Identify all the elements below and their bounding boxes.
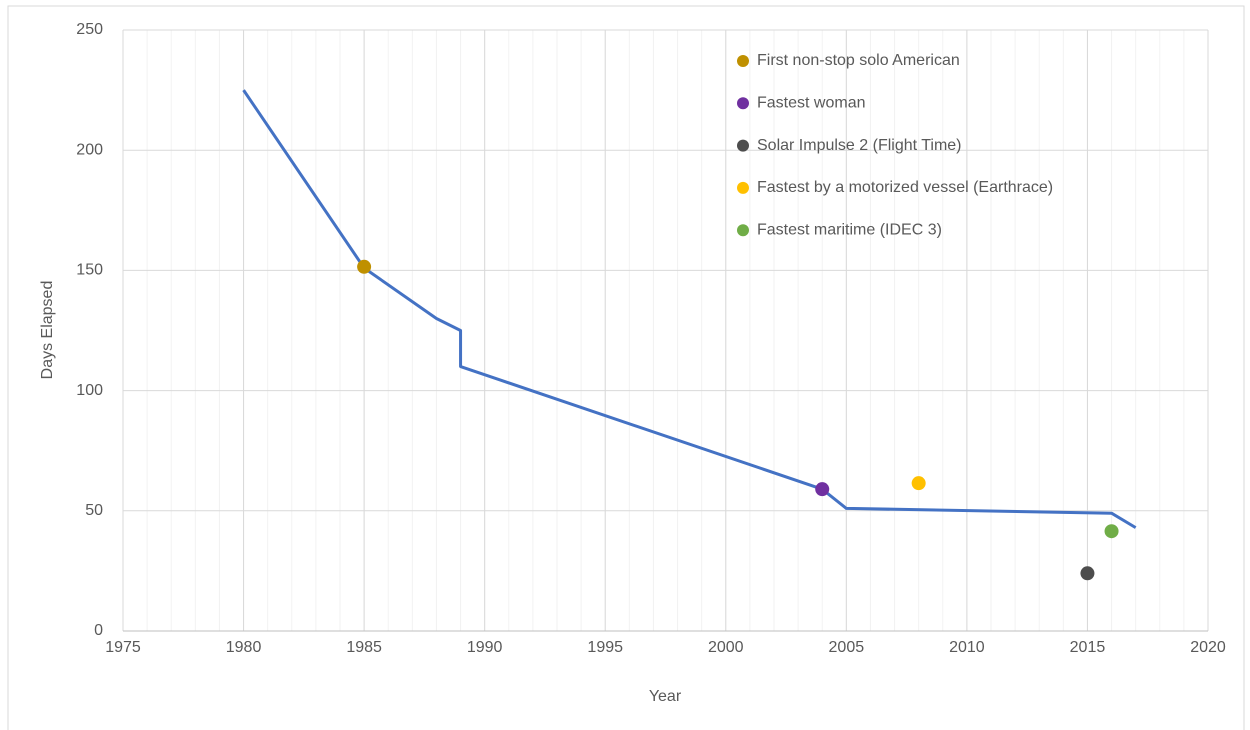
scatter-point [357, 259, 372, 274]
scatter-point [911, 476, 926, 491]
y-axis-label: Days Elapsed [39, 281, 56, 380]
legend-label: Solar Impulse 2 (Flight Time) [757, 137, 962, 154]
scatter-point [1104, 524, 1119, 539]
y-tick-label: 50 [85, 502, 103, 519]
x-tick-label: 2015 [1070, 639, 1106, 656]
x-tick-label: 1995 [587, 639, 623, 656]
x-tick-label: 1975 [105, 639, 141, 656]
legend-label: First non-stop solo American [757, 52, 960, 69]
legend-marker [737, 55, 749, 67]
scatter-point [815, 482, 830, 497]
y-tick-label: 100 [76, 382, 103, 399]
x-tick-label: 1985 [346, 639, 382, 656]
x-tick-label: 2005 [829, 639, 865, 656]
x-tick-label: 2000 [708, 639, 744, 656]
y-tick-label: 200 [76, 141, 103, 158]
y-tick-label: 150 [76, 262, 103, 279]
y-tick-label: 250 [76, 21, 103, 38]
y-tick-label: 0 [94, 622, 103, 639]
x-tick-label: 2020 [1190, 639, 1226, 656]
x-tick-label: 1990 [467, 639, 503, 656]
legend-marker [737, 139, 749, 152]
x-tick-label: 1980 [226, 639, 262, 656]
x-tick-label: 2010 [949, 639, 985, 656]
legend-marker [737, 97, 749, 110]
x-axis-label: Year [649, 688, 682, 705]
legend-label: Fastest maritime (IDEC 3) [757, 221, 942, 238]
line-series [242, 89, 1137, 529]
legend-label: Fastest by a motorized vessel (Earthrace… [757, 179, 1053, 196]
scatter-point [1080, 566, 1095, 581]
legend-marker [737, 224, 749, 237]
chart-frame [7, 5, 1245, 730]
legend-label: Fastest woman [757, 95, 865, 112]
legend-marker [737, 181, 749, 194]
